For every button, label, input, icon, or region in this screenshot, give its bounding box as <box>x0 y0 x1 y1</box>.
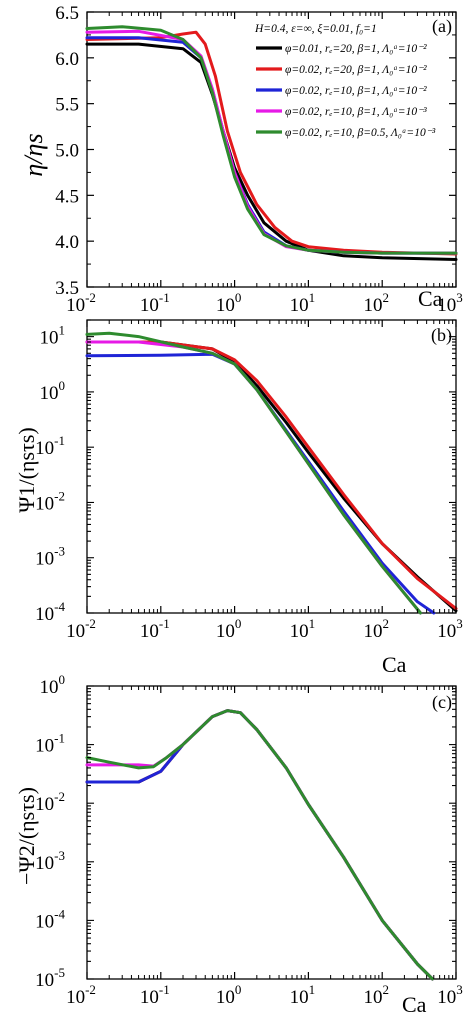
y-tick-label: 6.0 <box>55 49 79 70</box>
series-line-blue <box>85 709 434 981</box>
x-tick-label: 101 <box>290 616 316 642</box>
x-tick-label: 101 <box>290 982 316 1008</box>
x-tick-label: 101 <box>290 290 316 316</box>
series-line-red <box>85 30 458 256</box>
x-tick-label: 10-2 <box>66 982 96 1008</box>
y-tick-label: 10-2 <box>35 488 65 514</box>
x-tick-label: 10-1 <box>140 982 170 1008</box>
panel-label-b: (b) <box>431 325 452 346</box>
x-axis-label-c: Ca <box>402 992 427 1016</box>
y-tick-label: 10-5 <box>35 965 65 991</box>
panel-label-a: (a) <box>432 16 452 37</box>
x-tick-label: 102 <box>363 982 389 1008</box>
legend-entry-black: φ=0.01, rₑ=20, β=1, Λ₀ᵃ=10⁻² <box>285 43 427 55</box>
legend-header: H=0.4, ε=∞, ξ=0.01, f₀=1 <box>254 22 377 35</box>
x-tick-label: 103 <box>437 616 463 642</box>
series-line-red <box>85 709 434 981</box>
y-axis-label-c: −Ψ2/(ηsτs) <box>14 787 39 885</box>
legend-entry-magenta: φ=0.02, rₑ=10, β=1, Λ₀ᵃ=10⁻³ <box>285 106 427 118</box>
legend-entry-red: φ=0.02, rₑ=20, β=1, Λ₀ᵃ=10⁻² <box>285 64 427 76</box>
x-axis-label-b: Ca <box>382 652 407 677</box>
y-axis-label-b: Ψ1/(ηsτs) <box>14 427 39 512</box>
y-tick-label: 5.5 <box>55 95 79 116</box>
y-tick-label: 101 <box>40 323 66 349</box>
series-line-green <box>85 709 434 981</box>
panel-label-c: (c) <box>432 692 452 713</box>
y-tick-label: 10-1 <box>35 433 65 459</box>
x-tick-label: 100 <box>216 616 242 642</box>
series-line-green <box>85 25 458 255</box>
x-tick-label: 100 <box>216 982 242 1008</box>
y-tick-label: 10-4 <box>35 599 65 625</box>
series-line-black <box>85 340 458 613</box>
series-line-black <box>85 709 434 981</box>
panel-b: 10-2 10-1 100 101 102 103 10-4 10-3 10-2 10-1 100 1… <box>14 319 463 677</box>
legend-entry-blue: φ=0.02, rₑ=10, β=1, Λ₀ᵃ=10⁻² <box>285 85 427 97</box>
series-line-magenta <box>85 709 434 981</box>
y-tick-label: 10-1 <box>35 731 65 757</box>
panel-a: 10-2 10-1 100 101 102 1033.54.04.55.05.56.06.… <box>19 3 463 316</box>
y-tick-label: 10-4 <box>35 906 65 932</box>
y-tick-label: 4.5 <box>55 186 79 207</box>
legend: H=0.4, ε=∞, ξ=0.01, f₀=1 φ=0.01, rₑ=20, … <box>254 22 436 139</box>
panel-c: 10-2 10-1 100 101 102 103 10-5 10-4 10-3 10-2 10-1… <box>14 672 463 1016</box>
y-tick-label: 5.0 <box>55 141 79 162</box>
x-tick-label: 10-1 <box>140 616 170 642</box>
y-tick-label: 10-3 <box>35 544 65 570</box>
y-tick-label: 6.5 <box>55 3 79 24</box>
y-tick-label: 100 <box>40 672 66 698</box>
legend-entry-green: φ=0.02, rₑ=10, β=0.5, Λ₀ᵃ=10⁻³ <box>285 127 436 139</box>
y-tick-label: 10-3 <box>35 848 65 874</box>
x-tick-label: 100 <box>216 290 242 316</box>
y-tick-label: 100 <box>40 378 66 404</box>
x-tick-label: 10-1 <box>140 290 170 316</box>
x-tick-label: 10-2 <box>66 616 96 642</box>
x-tick-label: 102 <box>363 616 389 642</box>
y-tick-label: 4.0 <box>55 232 79 253</box>
y-tick-label: 3.5 <box>55 278 79 299</box>
series-line-red <box>85 340 458 611</box>
series-line-black <box>85 42 458 261</box>
x-tick-label: 102 <box>363 290 389 316</box>
plot-frame-b <box>86 319 457 614</box>
x-tick-label: 103 <box>437 982 463 1008</box>
plot-frame-c <box>86 685 457 980</box>
series-line-green <box>85 331 422 615</box>
y-tick-label: 10-2 <box>35 789 65 815</box>
x-axis-label-a: Ca <box>418 286 443 311</box>
y-axis-label-a: η/ηs <box>19 133 48 176</box>
